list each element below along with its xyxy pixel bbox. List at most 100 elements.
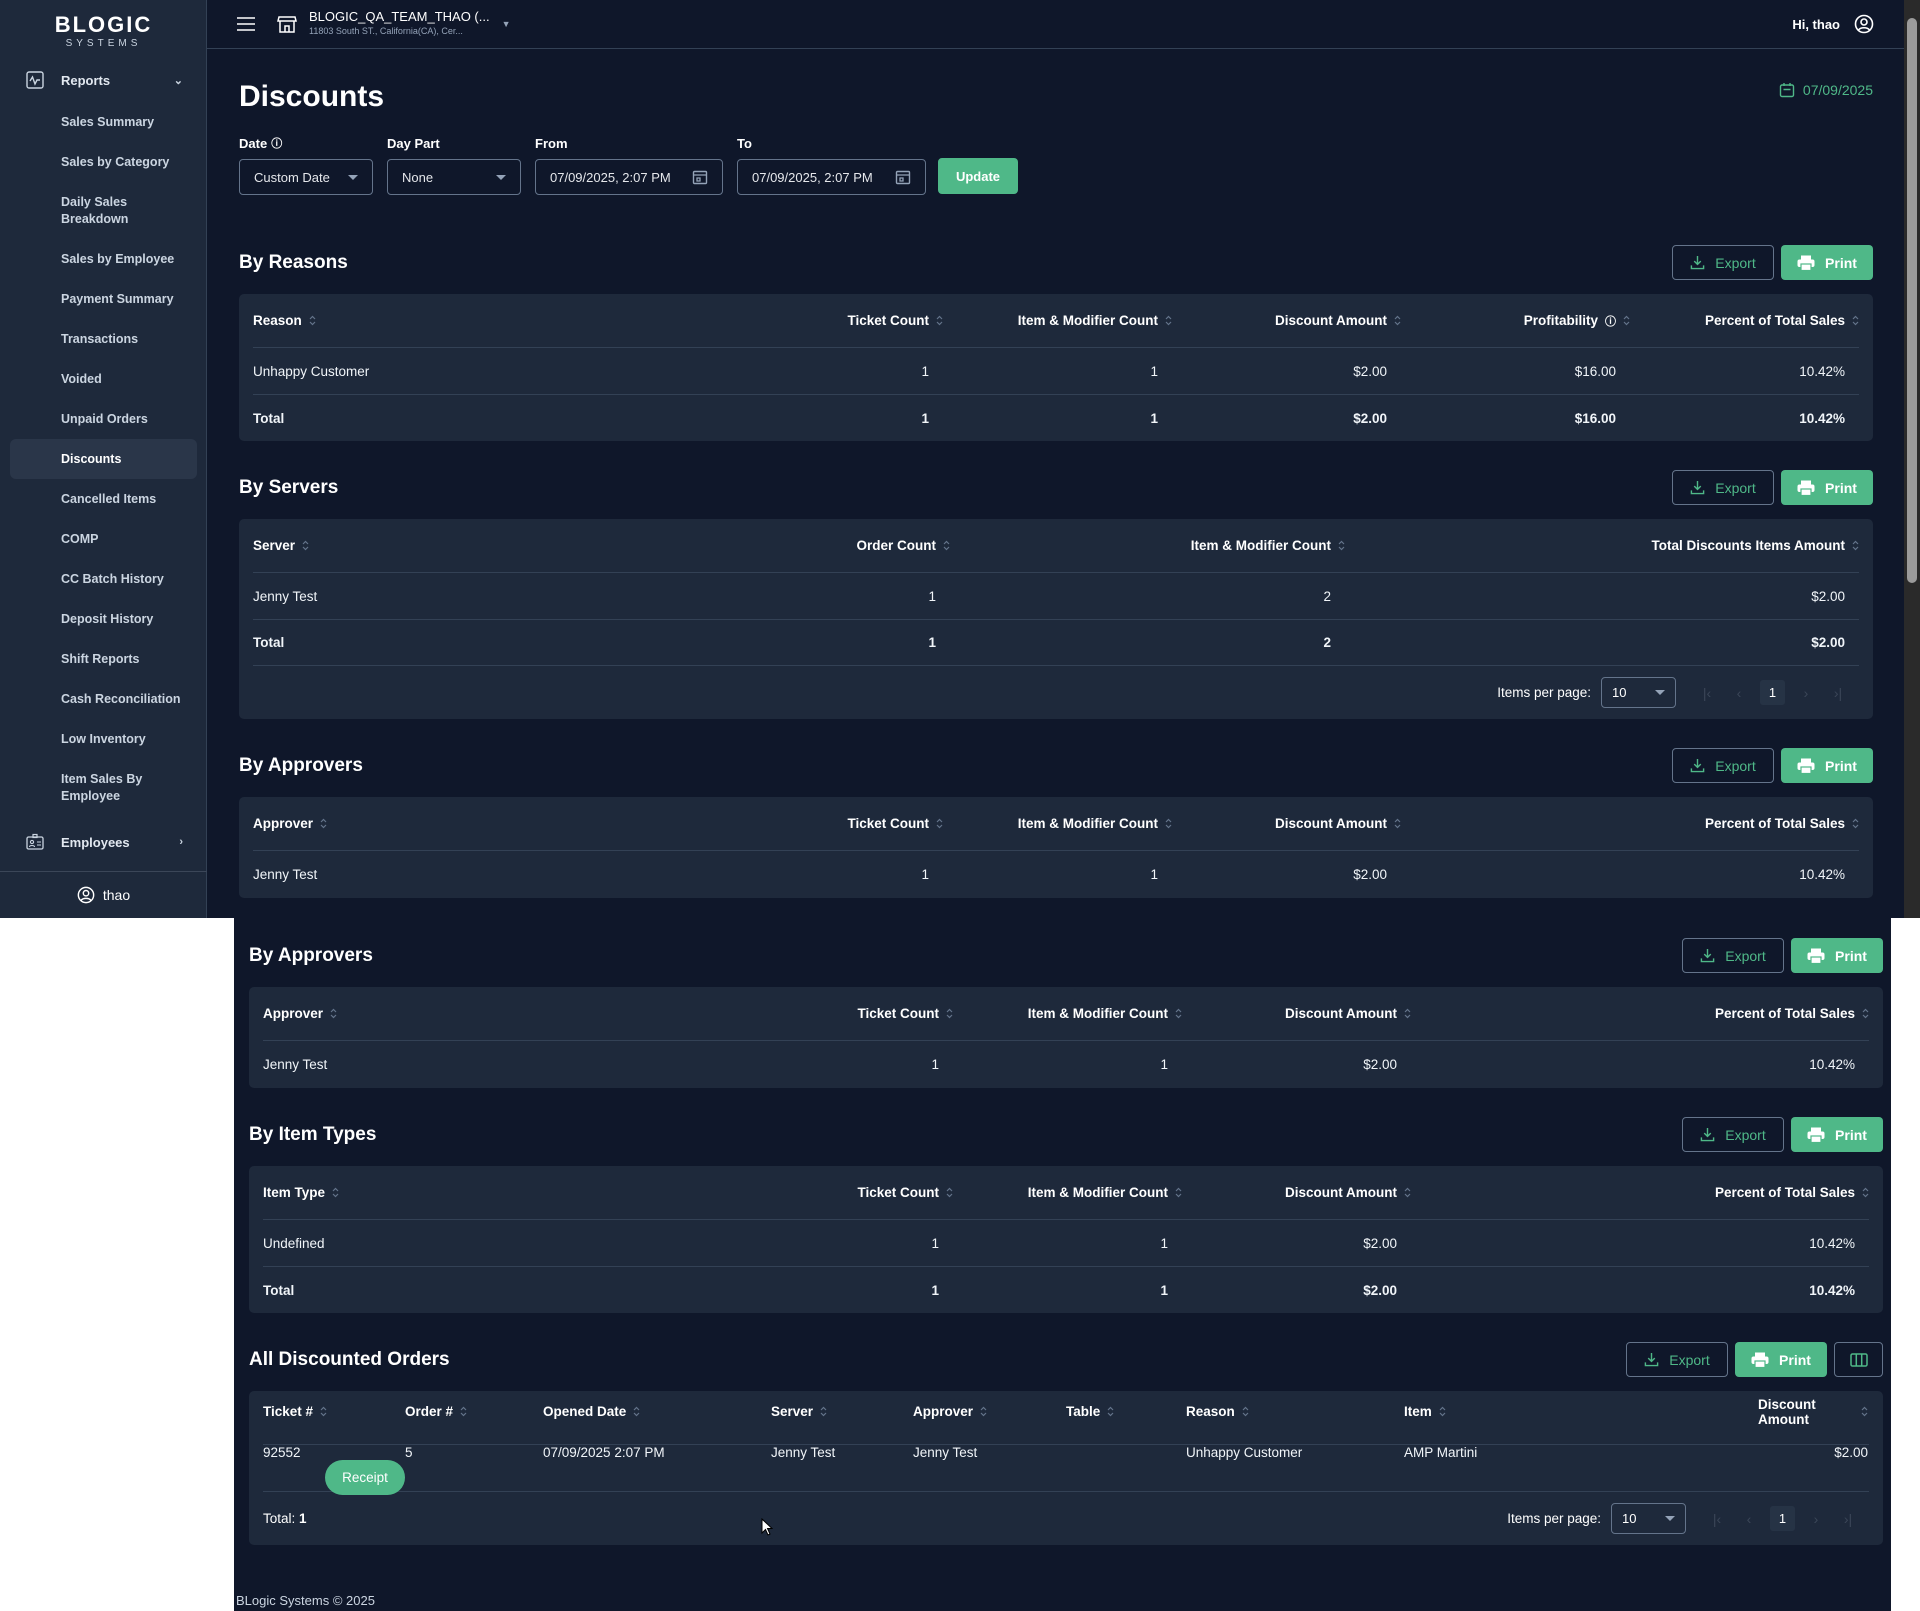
day-part-select[interactable]: None — [387, 159, 521, 195]
date-select[interactable]: Custom Date — [239, 159, 373, 195]
sort-icon[interactable] — [1623, 315, 1630, 326]
sort-icon[interactable] — [1852, 818, 1859, 829]
sidebar-item-cancelled-items[interactable]: Cancelled Items — [61, 491, 157, 506]
sort-icon[interactable] — [946, 1008, 953, 1019]
first-page-icon[interactable]: |‹ — [1702, 684, 1712, 701]
export-button[interactable]: Export — [1682, 938, 1784, 973]
column-header[interactable]: Item & Modifier Count — [943, 816, 1172, 831]
items-per-page-select[interactable]: 10 — [1601, 677, 1676, 708]
sort-icon[interactable] — [1394, 818, 1401, 829]
column-header[interactable]: Order # — [405, 1404, 543, 1419]
sort-icon[interactable] — [633, 1406, 640, 1417]
column-header[interactable]: Approver — [253, 816, 743, 831]
prev-page-icon[interactable]: ‹ — [1736, 684, 1742, 701]
sort-icon[interactable] — [1242, 1406, 1249, 1417]
sort-icon[interactable] — [1404, 1008, 1411, 1019]
sort-icon[interactable] — [1338, 540, 1345, 551]
user-account-icon[interactable] — [1854, 14, 1874, 34]
page-number-button[interactable]: 1 — [1760, 680, 1785, 705]
update-button[interactable]: Update — [938, 158, 1018, 194]
print-button[interactable]: Print — [1781, 245, 1873, 280]
last-page-icon[interactable]: ›| — [1843, 1510, 1853, 1527]
sidebar-item-cash-reconciliation[interactable]: Cash Reconciliation — [61, 691, 181, 706]
sort-icon[interactable] — [1861, 1406, 1868, 1417]
sidebar-item-transactions[interactable]: Transactions — [61, 331, 139, 346]
sort-icon[interactable] — [1404, 1187, 1411, 1198]
sidebar-item-sales-by-employee[interactable]: Sales by Employee — [61, 251, 175, 266]
next-page-icon[interactable]: › — [1813, 1510, 1819, 1527]
sidebar-item-sales-by-category[interactable]: Sales by Category — [61, 154, 170, 169]
column-header[interactable]: Server — [253, 538, 750, 553]
sidebar-item-item-sales-by-employee[interactable]: Item Sales By Employee — [61, 771, 143, 803]
column-header[interactable]: Ticket Count — [753, 1185, 953, 1200]
column-header[interactable]: Percent of Total Sales — [1401, 816, 1859, 831]
export-button[interactable]: Export — [1672, 748, 1774, 783]
sort-icon[interactable] — [936, 818, 943, 829]
sidebar-item-employees[interactable]: Employees › — [0, 826, 207, 858]
column-header[interactable]: Item & Modifier Count — [943, 313, 1172, 328]
from-datetime-input[interactable]: 07/09/2025, 2:07 PM — [535, 159, 723, 195]
column-header[interactable]: Percent of Total Sales — [1630, 313, 1859, 328]
first-page-icon[interactable]: |‹ — [1712, 1510, 1722, 1527]
sort-icon[interactable] — [1852, 540, 1859, 551]
next-page-icon[interactable]: › — [1803, 684, 1809, 701]
column-header[interactable]: Item — [1404, 1404, 1758, 1419]
column-header[interactable]: Table — [1066, 1404, 1186, 1419]
print-button[interactable]: Print — [1781, 748, 1873, 783]
export-button[interactable]: Export — [1672, 245, 1774, 280]
column-header[interactable]: Server — [771, 1404, 913, 1419]
column-header[interactable]: Reason — [1186, 1404, 1404, 1419]
caret-down-icon[interactable]: ▼ — [501, 19, 511, 29]
column-header[interactable]: Approver — [263, 1006, 753, 1021]
column-header[interactable]: Item Type — [263, 1185, 753, 1200]
sort-icon[interactable] — [1394, 315, 1401, 326]
receipt-button[interactable]: Receipt — [325, 1460, 405, 1495]
column-header[interactable]: Profitability ⓘ — [1401, 313, 1630, 329]
sidebar-item-cc-batch-history[interactable]: CC Batch History — [61, 571, 164, 586]
sidebar-item-low-inventory[interactable]: Low Inventory — [61, 731, 146, 746]
sort-icon[interactable] — [980, 1406, 987, 1417]
sidebar-item-shift-reports[interactable]: Shift Reports — [61, 651, 140, 666]
column-toggle-button[interactable] — [1834, 1342, 1883, 1377]
sort-icon[interactable] — [302, 540, 309, 551]
calendar-icon[interactable] — [895, 169, 911, 185]
sort-icon[interactable] — [460, 1406, 467, 1417]
column-header[interactable]: Approver — [913, 1404, 1066, 1419]
sort-icon[interactable] — [1165, 818, 1172, 829]
column-header[interactable]: Discount Amount — [1172, 313, 1401, 328]
sort-icon[interactable] — [1862, 1008, 1869, 1019]
column-header[interactable]: Discount Amount — [1758, 1397, 1868, 1427]
sort-icon[interactable] — [1862, 1187, 1869, 1198]
sidebar-item-sales-summary[interactable]: Sales Summary — [61, 114, 155, 129]
sort-icon[interactable] — [1175, 1187, 1182, 1198]
export-button[interactable]: Export — [1672, 470, 1774, 505]
sort-icon[interactable] — [946, 1187, 953, 1198]
sort-icon[interactable] — [309, 315, 316, 326]
last-page-icon[interactable]: ›| — [1833, 684, 1843, 701]
export-button[interactable]: Export — [1626, 1342, 1728, 1377]
column-header[interactable]: Item & Modifier Count — [953, 1006, 1182, 1021]
column-header[interactable]: Percent of Total Sales — [1411, 1185, 1869, 1200]
column-header[interactable]: Discount Amount — [1172, 816, 1401, 831]
sidebar-item-unpaid-orders[interactable]: Unpaid Orders — [61, 411, 148, 426]
sort-icon[interactable] — [320, 1406, 327, 1417]
column-header[interactable]: Reason — [253, 313, 743, 328]
sidebar-item-payment-summary[interactable]: Payment Summary — [61, 291, 174, 306]
sidebar-item-daily-sales-breakdown[interactable]: Daily Sales Breakdown — [61, 194, 129, 226]
items-per-page-select[interactable]: 10 — [1611, 1503, 1686, 1534]
column-header[interactable]: Discount Amount — [1182, 1185, 1411, 1200]
print-button[interactable]: Print — [1791, 1117, 1883, 1152]
sort-icon[interactable] — [1175, 1008, 1182, 1019]
sidebar-item-deposit-history[interactable]: Deposit History — [61, 611, 154, 626]
column-header[interactable]: Ticket Count — [743, 816, 943, 831]
store-selector[interactable]: BLOGIC_QA_TEAM_THAO (... 11803 South ST.… — [309, 9, 490, 37]
column-header[interactable]: Item & Modifier Count — [950, 538, 1345, 553]
scrollbar[interactable] — [1904, 0, 1920, 918]
sidebar-item-comp[interactable]: COMP — [61, 531, 99, 546]
sort-icon[interactable] — [330, 1008, 337, 1019]
to-datetime-input[interactable]: 07/09/2025, 2:07 PM — [737, 159, 926, 195]
sort-icon[interactable] — [936, 315, 943, 326]
calendar-icon[interactable] — [692, 169, 708, 185]
print-button[interactable]: Print — [1735, 1342, 1827, 1377]
sort-icon[interactable] — [1107, 1406, 1114, 1417]
